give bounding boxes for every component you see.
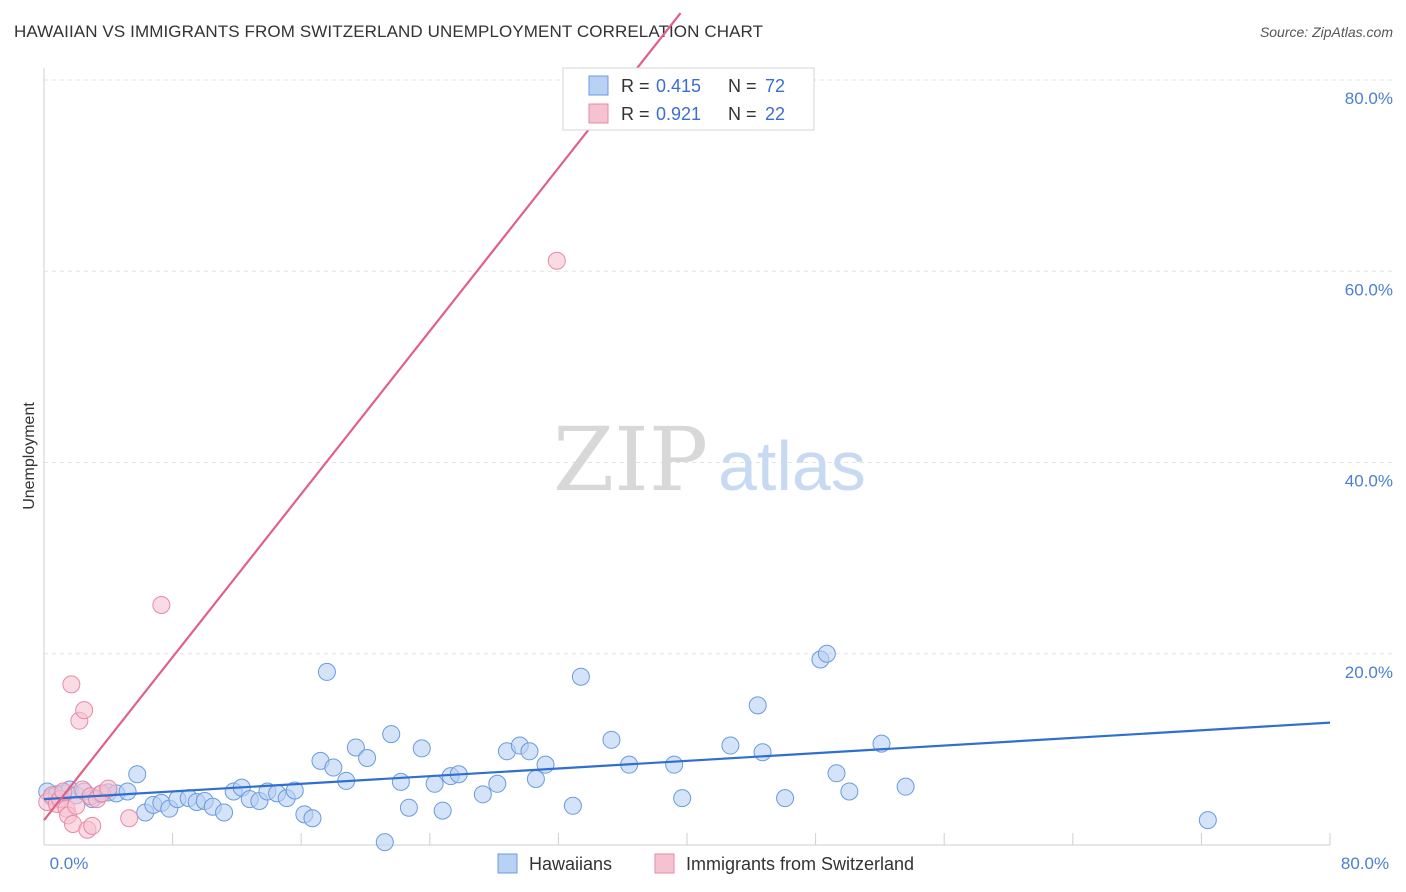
legend-n-value-1: 72 (765, 76, 785, 96)
watermark-zip: ZIP (553, 408, 708, 511)
hawaiians-point (285, 781, 304, 800)
hawaiians-point (817, 644, 836, 663)
legend-r-value-1: 0.415 (656, 76, 701, 96)
switzerland-point (120, 809, 139, 828)
hawaiians-point (215, 803, 234, 822)
y-tick-label: 60.0% (1345, 280, 1393, 299)
y-tick-labels: 20.0% 40.0% 60.0% 80.0% (1345, 89, 1393, 682)
hawaiians-point (563, 796, 582, 815)
source-label: Source: ZipAtlas.com (1259, 24, 1393, 40)
hawaiians-point (827, 764, 846, 783)
y-tick-label: 20.0% (1345, 663, 1393, 682)
legend-r-value-2: 0.921 (656, 104, 701, 124)
legend-n-label-2: N = (728, 104, 757, 124)
hawaiians-point (118, 782, 137, 801)
hawaiians-point (303, 809, 322, 828)
hawaiians-point (520, 742, 539, 761)
hawaiians-point (1198, 811, 1217, 830)
hawaiians-point (602, 730, 621, 749)
trend-lines (43, 12, 1331, 821)
switzerland-point (75, 701, 94, 720)
bottom-legend-swatch-blue (497, 853, 518, 874)
hawaiians-point (872, 734, 891, 753)
hawaiians-point (473, 785, 492, 804)
hawaiians-point (840, 782, 859, 801)
legend-swatch-pink (588, 103, 609, 124)
bottom-legend: Hawaiians Immigrants from Switzerland (497, 853, 914, 874)
watermark-atlas: atlas (718, 427, 866, 505)
hawaiians-point (488, 774, 507, 793)
hawaiians-point (391, 772, 410, 791)
legend: R = 0.415 N = 72 R = 0.921 N = 22 (562, 67, 815, 131)
switzerland-point (99, 779, 118, 798)
hawaiians-point (382, 725, 401, 744)
hawaiians-point (665, 755, 684, 774)
hawaiians-point (433, 801, 452, 820)
hawaiians-point (673, 789, 692, 808)
watermark: ZIP atlas (553, 408, 866, 511)
legend-r-label-2: R = (621, 104, 650, 124)
hawaiians-point (375, 833, 394, 852)
switzerland-point (62, 675, 81, 694)
hawaiians-point (399, 798, 418, 817)
hawaiians-point (358, 748, 377, 767)
x-tick-label-max: 80.0% (1341, 854, 1389, 873)
switzerland-point (547, 251, 566, 270)
hawaiians-point (412, 739, 431, 758)
y-tick-label: 80.0% (1345, 89, 1393, 108)
bottom-legend-switzerland: Immigrants from Switzerland (686, 854, 914, 874)
hawaiians-point (776, 789, 795, 808)
switzerland-point (152, 595, 171, 614)
chart-title: HAWAIIAN VS IMMIGRANTS FROM SWITZERLAND … (14, 22, 764, 41)
series-immigrants-from-switzerland (38, 251, 566, 839)
hawaiians-point (425, 774, 444, 793)
hawaiians-point (571, 667, 590, 686)
hawaiians-point (317, 662, 336, 681)
grid-layer (44, 79, 1392, 655)
legend-n-label-1: N = (728, 76, 757, 96)
x-tick-label-min: 0.0% (50, 854, 89, 873)
y-tick-label: 40.0% (1345, 472, 1393, 491)
hawaiians-point (721, 736, 740, 755)
switzerland-point (83, 816, 102, 835)
switzerland-trend-line (43, 12, 682, 821)
hawaiians-point (753, 743, 772, 762)
switzerland-point (54, 782, 73, 801)
y-axis-label: Unemployment (21, 402, 38, 510)
hawaiians-trend-line (43, 721, 1331, 801)
hawaiians-point (346, 738, 365, 757)
legend-r-label-1: R = (621, 76, 650, 96)
x-tick-marks (43, 833, 1331, 845)
switzerland-point (67, 796, 86, 815)
hawaiians-point (748, 696, 767, 715)
series-hawaiians (38, 644, 1217, 852)
bottom-legend-hawaiians: Hawaiians (529, 854, 612, 874)
legend-n-value-2: 22 (765, 104, 785, 124)
hawaiians-point (526, 770, 545, 789)
hawaiians-point (324, 758, 343, 777)
hawaiians-point (128, 765, 147, 784)
legend-swatch-blue (588, 75, 609, 96)
hawaiians-point (896, 777, 915, 796)
bottom-legend-swatch-pink (654, 853, 675, 874)
